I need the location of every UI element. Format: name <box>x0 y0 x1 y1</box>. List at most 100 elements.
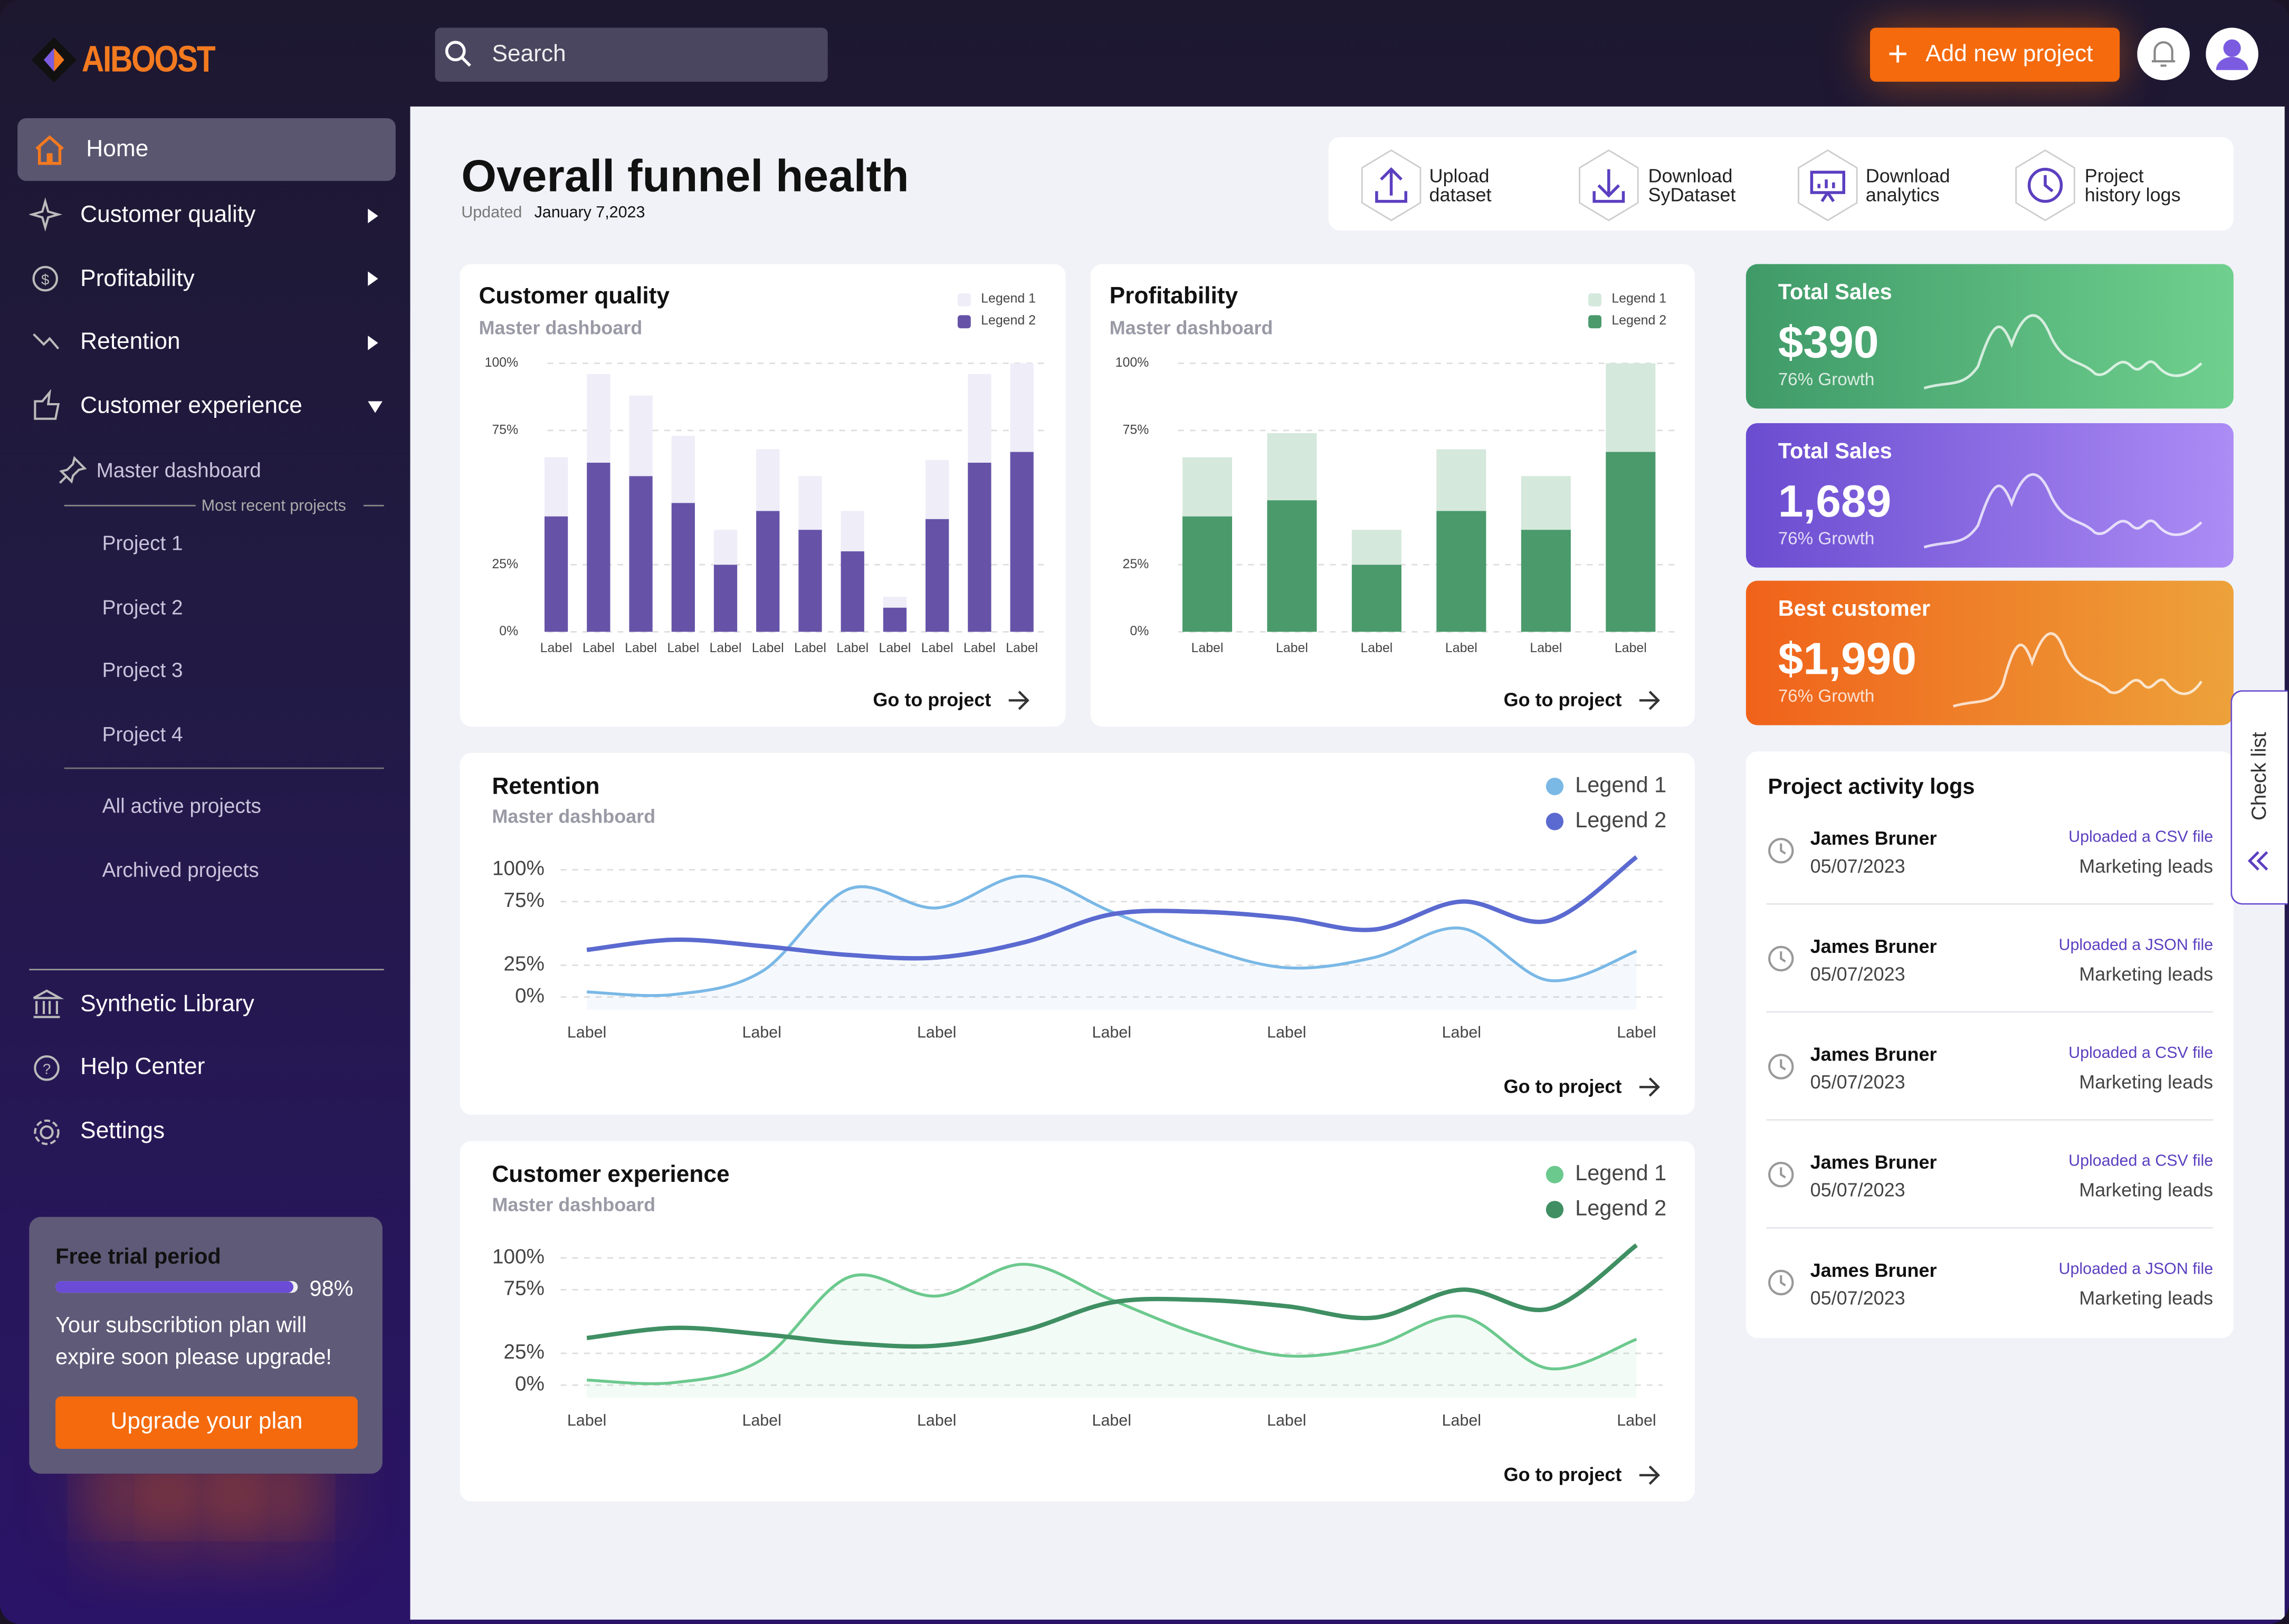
go-to-project[interactable]: Go to project <box>1503 1463 1622 1486</box>
bar <box>1010 452 1034 632</box>
y-tick-label: 25% <box>492 557 518 571</box>
x-tick-label: Label <box>742 1023 781 1041</box>
legend-label: Legend 2 <box>1611 313 1666 328</box>
clock-icon <box>1768 945 1794 972</box>
divider <box>1766 1011 2214 1013</box>
nav-item[interactable]: Help Center <box>80 1055 205 1080</box>
go-to-project[interactable]: Go to project <box>1503 689 1622 711</box>
nav-subitem[interactable]: Master dashboard <box>96 458 261 482</box>
y-tick-label: 0% <box>515 1372 545 1395</box>
bar <box>713 530 738 565</box>
bar <box>713 565 738 632</box>
nav-item[interactable]: Retention <box>80 330 180 355</box>
action-download-dataset[interactable]: Download SyDataset <box>1648 165 1736 206</box>
y-tick-label: 75% <box>492 422 518 437</box>
bar <box>1436 511 1486 632</box>
bar <box>926 460 949 519</box>
collapse-icon <box>2247 851 2268 871</box>
entry-name: James Bruner <box>1810 1259 1937 1282</box>
x-tick-label: Label <box>583 641 615 655</box>
x-tick-label: Label <box>917 1411 956 1429</box>
clock-face <box>1768 1269 1794 1296</box>
legend-swatch <box>1546 1201 1564 1219</box>
action-download-analytics[interactable]: Download analytics <box>1865 165 1950 206</box>
project-link[interactable]: Project 3 <box>102 658 183 682</box>
entry-name: James Bruner <box>1810 1151 1937 1173</box>
x-tick-label: Label <box>1267 1411 1306 1429</box>
y-tick-label: 100% <box>492 857 545 880</box>
trial-title: Free trial period <box>55 1244 221 1269</box>
divider <box>363 504 384 507</box>
bar <box>883 597 907 608</box>
entry-date: 05/07/2023 <box>1810 1179 1905 1201</box>
profile-button[interactable] <box>2206 27 2261 83</box>
kpi-card: Best customer $1,990 76% Growth <box>1746 580 2234 725</box>
activity-entry: James Bruner 05/07/2023 Uploaded a JSON fi… <box>1746 1256 2234 1364</box>
nav-item[interactable]: Customer quality <box>80 203 256 228</box>
nav-active[interactable] <box>17 118 396 181</box>
bar <box>926 519 949 632</box>
trial-message: Your subscribtion plan will expire soon … <box>55 1313 332 1370</box>
x-tick-label: Label <box>625 641 657 655</box>
entry-date: 05/07/2023 <box>1810 963 1905 985</box>
x-tick-label: Label <box>917 1023 956 1041</box>
y-tick-label: 25% <box>503 1341 545 1363</box>
nav-item[interactable]: Home <box>86 137 149 162</box>
chart-subtitle: Master dashboard <box>479 317 643 339</box>
arrow-icon <box>1639 691 1660 710</box>
bar <box>798 530 822 632</box>
divider <box>29 969 384 971</box>
project-link[interactable]: Project 2 <box>102 595 183 619</box>
updated-label: Updated <box>461 204 522 222</box>
action-bar <box>1328 137 2234 231</box>
search-box[interactable]: Search <box>435 27 828 82</box>
entry-dataset: Marketing leads <box>2079 855 2214 877</box>
entry-action: Uploaded a JSON file <box>2058 937 2214 954</box>
nav-item[interactable]: Synthetic Library <box>80 992 254 1017</box>
chart-title: Customer experience <box>492 1163 730 1188</box>
nav-item[interactable]: Profitability <box>80 267 195 292</box>
notification-button[interactable] <box>2137 27 2192 83</box>
bar <box>1010 363 1034 452</box>
action-history[interactable]: Project history logs <box>2084 165 2181 206</box>
entry-action: Uploaded a CSV file <box>2068 828 2214 846</box>
go-to-project[interactable]: Go to project <box>1503 1075 1622 1097</box>
chart: 0% 25% 75% 100% Legend 1 Legend 2 Label Label La… <box>492 772 1666 1097</box>
updated-date: January 7,2023 <box>534 204 645 222</box>
nav-item[interactable]: Customer experience <box>80 394 302 419</box>
project-link[interactable]: All active projects <box>102 794 262 817</box>
legend-swatch <box>1546 813 1564 830</box>
action-upload[interactable]: Upload dataset <box>1429 165 1492 206</box>
clock-hand <box>1780 843 1786 855</box>
project-link[interactable]: Archived projects <box>102 858 259 882</box>
entry-date: 05/07/2023 <box>1810 1071 1905 1093</box>
x-tick-label: Label <box>540 641 573 655</box>
plus-icon: + <box>1887 35 1908 75</box>
x-tick-label: Label <box>964 641 996 655</box>
nav-item[interactable]: Settings <box>80 1119 165 1144</box>
add-project-button[interactable]: + Add new project <box>1870 27 2120 82</box>
checklist-tab[interactable]: Check list <box>2230 690 2288 905</box>
entry-name: James Bruner <box>1810 935 1937 958</box>
project-link[interactable]: Project 1 <box>102 531 183 555</box>
x-tick-label: Label <box>1617 1023 1656 1041</box>
bar <box>968 462 991 632</box>
bar <box>1436 449 1486 511</box>
legend-swatch <box>1546 778 1564 796</box>
activity-entry: James Bruner 05/07/2023 Uploaded a CSV fil… <box>1746 825 2234 933</box>
bar <box>1267 500 1317 632</box>
x-tick-label: Label <box>1267 1023 1306 1041</box>
divider <box>64 767 384 769</box>
kpi-title: Total Sales <box>1778 439 1892 464</box>
y-tick-label: 75% <box>503 1277 545 1300</box>
search-placeholder: Search <box>492 42 566 68</box>
upgrade-button[interactable]: Upgrade your plan <box>55 1396 358 1449</box>
recent-label: Most recent projects <box>201 498 346 515</box>
sparklines <box>1923 314 2203 708</box>
project-link[interactable]: Project 4 <box>102 722 183 746</box>
x-tick-label: Label <box>752 641 784 655</box>
page-title: Overall funnel health <box>461 150 909 202</box>
go-to-project[interactable]: Go to project <box>873 689 991 711</box>
legend-swatch <box>1588 293 1601 307</box>
chart-subtitle: Master dashboard <box>492 1193 656 1216</box>
